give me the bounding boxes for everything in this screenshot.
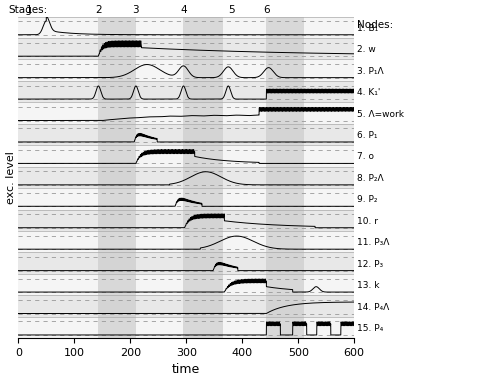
Bar [266,317,304,338]
Bar [98,253,136,274]
Bar [18,16,354,38]
Text: 8. P₂Λ: 8. P₂Λ [357,174,384,183]
Text: 2: 2 [95,5,102,15]
Bar [18,209,354,231]
Bar [266,167,304,188]
Bar [18,102,354,124]
Text: 2. w: 2. w [357,45,376,54]
Bar [18,145,354,167]
Text: 3. P₁Λ: 3. P₁Λ [357,67,384,76]
Text: 1: 1 [26,5,33,15]
Bar [184,295,222,317]
Bar [18,295,354,317]
Text: 4. K₁': 4. K₁' [357,88,380,97]
Bar [98,274,136,295]
Bar [266,253,304,274]
Bar [18,124,354,145]
Bar [98,102,136,124]
Bar [266,231,304,253]
Bar [98,145,136,167]
Text: 5: 5 [228,5,234,15]
Text: 6. P₁: 6. P₁ [357,131,378,140]
Bar [184,16,222,38]
Bar [98,209,136,231]
Bar [266,295,304,317]
Bar [18,274,354,295]
Bar [98,81,136,102]
Bar [184,60,222,81]
Bar [266,60,304,81]
Bar [98,167,136,188]
Bar [18,317,354,338]
Bar [184,274,222,295]
Bar [18,60,354,81]
Text: 12. P₃: 12. P₃ [357,260,383,269]
Text: 6: 6 [263,5,270,15]
Bar [184,102,222,124]
Text: 14. P₄Λ: 14. P₄Λ [357,303,390,312]
Bar [266,188,304,209]
X-axis label: time: time [172,363,201,376]
Bar [18,188,354,209]
Bar [98,124,136,145]
Text: 5. Λ=work: 5. Λ=work [357,110,404,118]
Text: Nodes:: Nodes: [357,20,394,30]
Bar [184,231,222,253]
Bar [266,38,304,60]
Bar [184,167,222,188]
Bar [184,209,222,231]
Bar [98,16,136,38]
Bar [184,124,222,145]
Bar [184,145,222,167]
Bar [266,124,304,145]
Bar [98,317,136,338]
Bar [18,167,354,188]
Text: 1. B₁: 1. B₁ [357,24,378,33]
Bar [266,209,304,231]
Bar [184,188,222,209]
Y-axis label: exc. level: exc. level [6,151,16,204]
Text: 3: 3 [132,5,139,15]
Text: 11. P₃Λ: 11. P₃Λ [357,238,390,247]
Text: 9. P₂: 9. P₂ [357,195,378,204]
Text: 10. r: 10. r [357,217,378,226]
Text: Stages:: Stages: [8,5,48,15]
Text: 4: 4 [180,5,187,15]
Text: 15. P₄: 15. P₄ [357,324,384,333]
Bar [18,253,354,274]
Bar [98,188,136,209]
Bar [184,317,222,338]
Text: 13. k: 13. k [357,281,380,290]
Bar [184,81,222,102]
Bar [266,102,304,124]
Bar [266,81,304,102]
Text: 7. o: 7. o [357,152,374,162]
Bar [98,38,136,60]
Bar [266,145,304,167]
Bar [266,16,304,38]
Bar [266,274,304,295]
Bar [18,231,354,253]
Bar [98,295,136,317]
Bar [184,38,222,60]
Bar [98,60,136,81]
Bar [18,81,354,102]
Bar [18,38,354,60]
Bar [184,253,222,274]
Bar [98,231,136,253]
